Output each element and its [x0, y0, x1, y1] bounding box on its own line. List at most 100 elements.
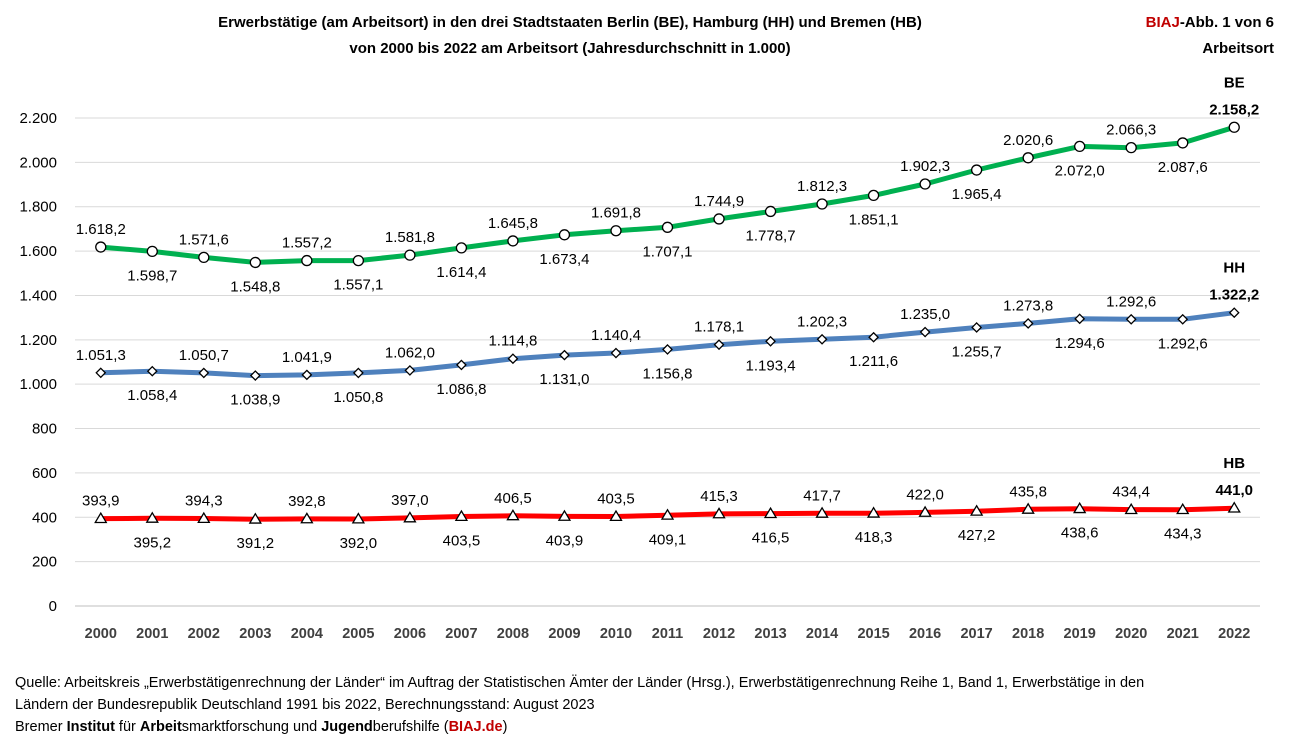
data-label-hb: 393,9: [82, 493, 120, 510]
x-tick-label: 2011: [652, 626, 683, 642]
data-point-hb: [197, 511, 211, 524]
data-label-hh: 1.202,3: [797, 313, 847, 330]
data-point-hh: [301, 369, 313, 381]
data-point-hb: [918, 505, 932, 517]
data-point-hb: [763, 506, 778, 519]
data-label-be: 1.557,2: [282, 235, 332, 252]
data-point-hh: [610, 347, 622, 359]
data-label-be: 1.965,4: [952, 186, 1002, 203]
data-point-hh: [1074, 313, 1086, 325]
data-point-be: [1074, 140, 1086, 153]
data-label-be: 1.581,8: [385, 229, 435, 246]
data-label-hb: 406,5: [494, 490, 532, 507]
data-point-hh: [1228, 307, 1240, 319]
data-point-be: [1177, 137, 1189, 149]
data-point-hb: [1227, 501, 1241, 513]
series-name-be: BE: [1224, 74, 1245, 91]
data-label-hb: 403,5: [597, 490, 635, 507]
data-label-be: 1.707,1: [642, 243, 692, 260]
data-label-hh: 1.050,8: [333, 389, 383, 406]
data-label-be: 1.548,8: [230, 278, 280, 295]
x-tick-label: 2006: [394, 626, 426, 642]
data-label-be: 2.072,0: [1055, 162, 1105, 179]
x-tick-label: 2004: [291, 626, 323, 642]
x-tick-label: 2016: [909, 626, 941, 642]
data-label-be: 1.557,1: [333, 277, 383, 294]
data-label-hb: 418,3: [855, 529, 893, 546]
data-point-hh: [1177, 313, 1189, 325]
data-point-hh: [455, 359, 467, 371]
x-tick-label: 2001: [136, 626, 168, 642]
data-label-hh: 1.273,8: [1003, 297, 1053, 314]
chart-title-line1: Erwerbstätige (am Arbeitsort) in den dre…: [218, 14, 922, 31]
y-tick-label: 2.000: [19, 154, 57, 171]
data-point-hb: [815, 506, 829, 518]
data-point-hh: [559, 349, 570, 361]
data-label-be: 2.020,6: [1003, 132, 1053, 149]
data-point-hh: [404, 365, 416, 376]
data-point-be: [507, 235, 519, 247]
data-point-be: [1022, 152, 1034, 164]
data-point-be: [1125, 142, 1137, 154]
data-point-hb: [145, 511, 159, 523]
y-tick-label: 1.600: [19, 243, 57, 260]
data-point-be: [816, 198, 828, 210]
data-label-hb: 417,7: [803, 487, 841, 504]
x-tick-label: 2008: [497, 626, 529, 642]
data-label-be: 2.066,3: [1106, 122, 1156, 139]
data-label-hb: 392,8: [288, 493, 326, 510]
institute-line: Bremer Institut für Arbeitsmarktforschun…: [15, 719, 508, 735]
data-label-hb: 403,5: [443, 532, 481, 549]
data-point-hb: [1021, 502, 1035, 514]
data-label-hb: 441,0: [1215, 482, 1253, 499]
data-label-hh: 1.156,8: [642, 365, 692, 382]
data-point-be: [867, 189, 880, 202]
x-tick-label: 2021: [1167, 626, 1199, 642]
y-tick-label: 1.200: [19, 332, 57, 349]
badge-brand: BIAJ: [1145, 14, 1180, 31]
data-point-hh: [249, 370, 261, 381]
x-tick-label: 2014: [806, 626, 838, 642]
data-label-hh: 1.235,0: [900, 306, 950, 323]
data-point-hh: [816, 333, 828, 345]
data-label-hh: 1.050,7: [179, 347, 229, 364]
data-label-hh: 1.051,3: [76, 347, 126, 364]
x-tick-label: 2000: [85, 626, 117, 642]
x-tick-label: 2018: [1012, 626, 1044, 642]
data-point-hb: [1073, 501, 1087, 514]
data-label-be: 1.614,4: [436, 264, 486, 281]
data-point-hb: [712, 507, 726, 519]
data-point-be: [404, 249, 416, 261]
data-label-hb: 397,0: [391, 492, 429, 509]
x-tick-label: 2017: [960, 626, 992, 642]
data-label-hb: 395,2: [134, 534, 172, 551]
data-label-be: 1.744,9: [694, 193, 744, 210]
data-point-be: [970, 164, 983, 176]
y-tick-label: 800: [32, 421, 57, 438]
data-point-be: [1228, 121, 1240, 133]
data-point-hb: [454, 509, 469, 521]
data-point-hh: [507, 353, 519, 365]
y-tick-label: 1.400: [19, 287, 57, 304]
biaj-link[interactable]: BIAJ.de: [448, 719, 503, 735]
data-point-hb: [403, 511, 417, 523]
data-point-be: [352, 254, 365, 267]
data-point-hh: [971, 322, 983, 333]
data-label-hb: 392,0: [340, 535, 378, 552]
data-label-be: 1.571,6: [179, 231, 229, 248]
data-point-hb: [94, 511, 108, 524]
x-tick-label: 2022: [1218, 626, 1250, 642]
data-label-hh: 1.294,6: [1055, 335, 1105, 352]
data-point-be: [95, 241, 107, 253]
data-label-hh: 1.322,2: [1209, 287, 1259, 304]
line-chart: 0 200 400 600 800 1.000 1.200 1.400 1.600 1.800 2.…: [19, 74, 1260, 642]
data-label-hh: 1.086,8: [436, 381, 486, 398]
data-label-hb: 409,1: [649, 531, 687, 548]
x-tick-label: 2005: [342, 626, 374, 642]
x-tick-label: 2007: [445, 626, 477, 642]
y-tick-label: 400: [32, 509, 57, 526]
data-label-be: 1.673,4: [539, 251, 589, 268]
data-point-be: [558, 229, 571, 241]
x-tick-label: 2020: [1115, 626, 1147, 642]
data-point-hh: [765, 335, 776, 347]
